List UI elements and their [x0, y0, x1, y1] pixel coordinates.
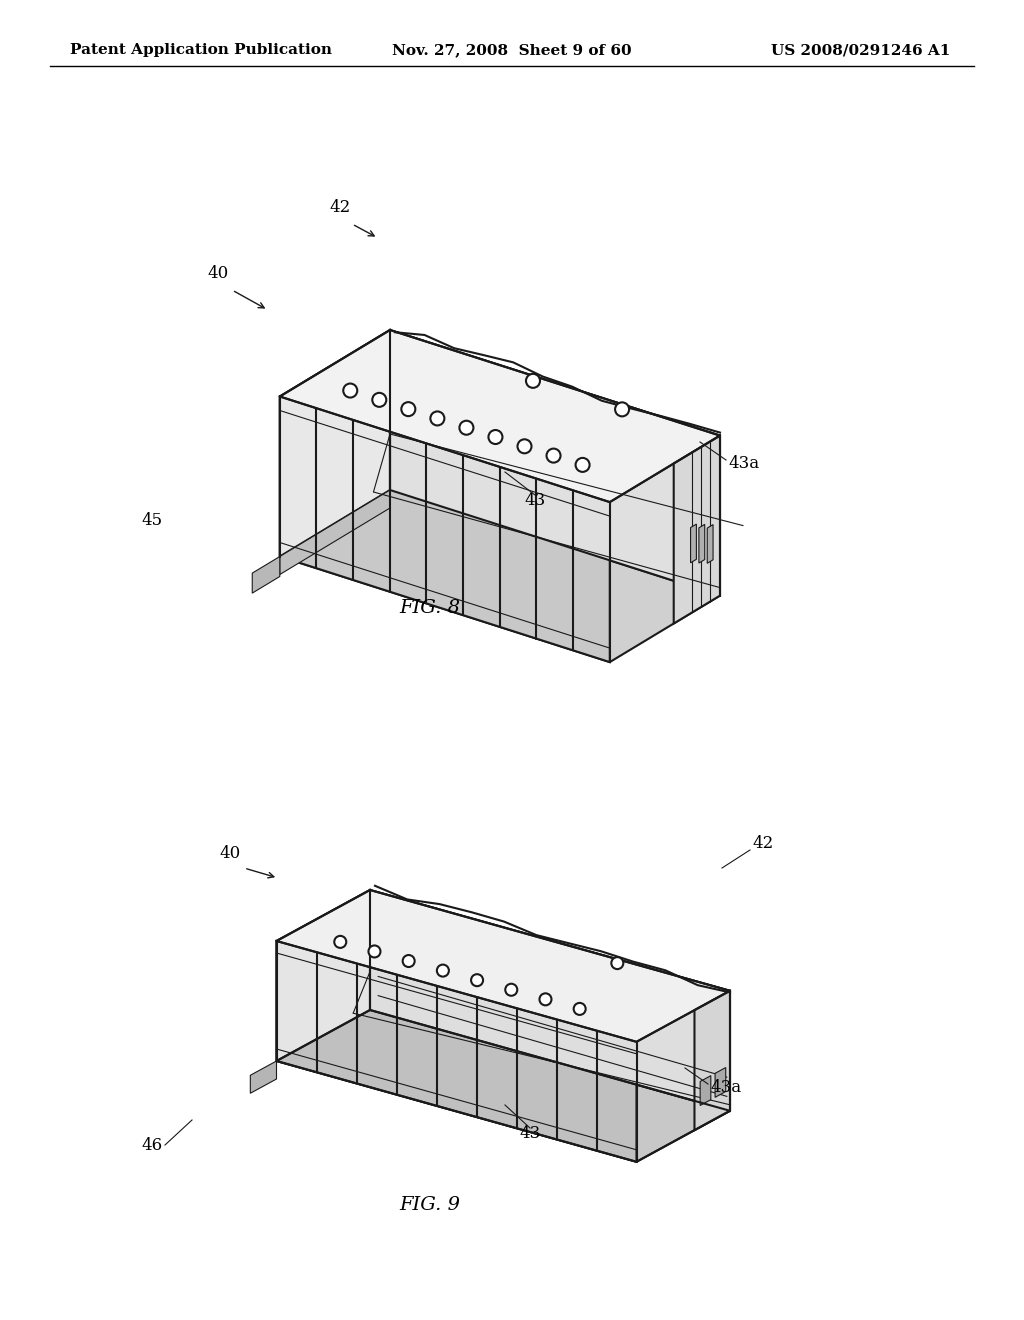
Polygon shape: [276, 890, 730, 1041]
Polygon shape: [276, 941, 637, 1162]
Text: 43a: 43a: [710, 1078, 741, 1096]
Circle shape: [401, 403, 416, 416]
Circle shape: [369, 945, 381, 957]
Circle shape: [373, 393, 386, 407]
Polygon shape: [690, 524, 696, 562]
Polygon shape: [700, 1076, 711, 1105]
Polygon shape: [694, 991, 730, 1130]
Text: 43a: 43a: [728, 455, 759, 473]
Text: FIG. 8: FIG. 8: [399, 599, 461, 616]
Polygon shape: [674, 436, 720, 623]
Circle shape: [540, 994, 552, 1006]
Circle shape: [575, 458, 590, 471]
Circle shape: [334, 936, 346, 948]
Circle shape: [615, 403, 629, 416]
Circle shape: [488, 430, 503, 444]
Circle shape: [460, 421, 473, 434]
Text: 45: 45: [141, 512, 163, 529]
Text: 42: 42: [752, 836, 773, 851]
Text: 43: 43: [524, 492, 546, 510]
Text: FIG. 9: FIG. 9: [399, 1196, 461, 1214]
Polygon shape: [280, 490, 720, 663]
Text: 42: 42: [330, 199, 350, 216]
Circle shape: [437, 965, 449, 977]
Polygon shape: [699, 524, 705, 564]
Polygon shape: [250, 1061, 276, 1093]
Polygon shape: [280, 330, 720, 502]
Text: 40: 40: [219, 845, 241, 862]
Polygon shape: [715, 1068, 726, 1097]
Circle shape: [430, 412, 444, 425]
Circle shape: [547, 449, 560, 462]
Polygon shape: [280, 330, 390, 557]
Text: 40: 40: [208, 265, 228, 282]
Polygon shape: [390, 330, 720, 595]
Text: Patent Application Publication: Patent Application Publication: [70, 44, 332, 57]
Polygon shape: [276, 1010, 730, 1162]
Polygon shape: [280, 490, 390, 574]
Text: US 2008/0291246 A1: US 2008/0291246 A1: [771, 44, 950, 57]
Circle shape: [526, 374, 540, 388]
Circle shape: [573, 1003, 586, 1015]
Polygon shape: [370, 890, 730, 1111]
Circle shape: [471, 974, 483, 986]
Circle shape: [517, 440, 531, 453]
Circle shape: [343, 384, 357, 397]
Polygon shape: [708, 524, 713, 564]
Text: 46: 46: [141, 1137, 163, 1154]
Circle shape: [402, 956, 415, 968]
Circle shape: [505, 983, 517, 995]
Polygon shape: [252, 557, 280, 593]
Circle shape: [611, 957, 624, 969]
Text: Nov. 27, 2008  Sheet 9 of 60: Nov. 27, 2008 Sheet 9 of 60: [392, 44, 632, 57]
Text: 43: 43: [519, 1125, 541, 1142]
Polygon shape: [276, 890, 370, 1061]
Polygon shape: [280, 396, 610, 663]
